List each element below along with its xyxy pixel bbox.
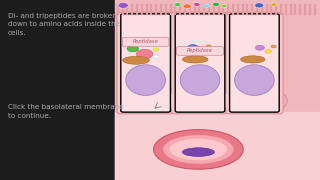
Bar bbox=[160, 4, 162, 15]
Bar bbox=[270, 4, 272, 15]
Ellipse shape bbox=[182, 56, 208, 63]
Bar bbox=[165, 4, 167, 15]
Circle shape bbox=[153, 48, 159, 51]
Bar bbox=[290, 4, 292, 15]
Bar bbox=[280, 4, 282, 15]
Bar bbox=[266, 4, 268, 15]
Circle shape bbox=[174, 3, 181, 6]
Bar bbox=[189, 4, 191, 15]
Ellipse shape bbox=[180, 65, 220, 95]
Bar bbox=[285, 4, 287, 15]
Bar bbox=[237, 4, 239, 15]
Bar bbox=[314, 4, 316, 15]
Ellipse shape bbox=[154, 130, 243, 169]
Bar bbox=[275, 4, 277, 15]
Bar bbox=[141, 4, 143, 15]
Circle shape bbox=[204, 4, 209, 7]
Bar bbox=[304, 4, 306, 15]
Bar bbox=[115, 112, 320, 180]
Bar bbox=[198, 4, 200, 15]
FancyBboxPatch shape bbox=[121, 14, 170, 112]
Bar bbox=[208, 4, 210, 15]
FancyBboxPatch shape bbox=[117, 12, 174, 114]
Text: Peptidase: Peptidase bbox=[133, 39, 158, 44]
FancyBboxPatch shape bbox=[122, 38, 169, 46]
Circle shape bbox=[212, 2, 220, 6]
Bar bbox=[170, 4, 172, 15]
Bar bbox=[256, 4, 258, 15]
Bar bbox=[131, 4, 133, 15]
Bar bbox=[218, 4, 220, 15]
Text: Di- and tripeptides are broken
down to amino acids inside the
cells.: Di- and tripeptides are broken down to a… bbox=[8, 13, 120, 36]
Ellipse shape bbox=[220, 94, 235, 107]
FancyBboxPatch shape bbox=[226, 12, 283, 114]
FancyBboxPatch shape bbox=[230, 14, 279, 112]
FancyBboxPatch shape bbox=[175, 14, 225, 112]
Circle shape bbox=[194, 3, 200, 6]
Ellipse shape bbox=[123, 56, 149, 64]
Circle shape bbox=[127, 45, 139, 52]
Circle shape bbox=[183, 4, 191, 9]
Bar bbox=[213, 4, 215, 15]
Bar bbox=[179, 4, 181, 15]
Ellipse shape bbox=[163, 135, 234, 164]
Text: Click the basolateral membrane
to continue.: Click the basolateral membrane to contin… bbox=[8, 104, 124, 119]
Bar bbox=[136, 4, 138, 15]
Bar bbox=[222, 4, 224, 15]
Bar bbox=[126, 4, 129, 15]
FancyBboxPatch shape bbox=[177, 47, 223, 55]
Circle shape bbox=[255, 45, 264, 50]
Ellipse shape bbox=[165, 94, 180, 107]
Bar bbox=[117, 4, 119, 15]
Ellipse shape bbox=[170, 139, 227, 160]
Circle shape bbox=[255, 3, 264, 8]
Bar bbox=[184, 4, 186, 15]
Bar bbox=[309, 4, 311, 15]
Ellipse shape bbox=[126, 65, 165, 95]
Bar bbox=[174, 4, 176, 15]
Circle shape bbox=[221, 4, 227, 8]
Bar bbox=[155, 4, 157, 15]
Circle shape bbox=[206, 45, 211, 48]
Bar bbox=[203, 4, 205, 15]
Circle shape bbox=[271, 45, 276, 48]
Circle shape bbox=[200, 48, 207, 52]
Circle shape bbox=[188, 45, 198, 51]
Bar bbox=[242, 4, 244, 15]
Bar bbox=[0, 0, 115, 180]
Bar bbox=[227, 4, 229, 15]
Bar bbox=[294, 4, 296, 15]
Ellipse shape bbox=[182, 148, 214, 156]
Bar bbox=[122, 4, 124, 15]
Circle shape bbox=[153, 55, 159, 58]
Bar bbox=[232, 4, 234, 15]
Circle shape bbox=[271, 3, 276, 6]
FancyBboxPatch shape bbox=[172, 12, 228, 114]
Bar bbox=[246, 4, 248, 15]
Bar bbox=[150, 4, 152, 15]
Bar bbox=[194, 4, 196, 15]
Ellipse shape bbox=[269, 93, 287, 109]
Circle shape bbox=[265, 50, 271, 53]
Ellipse shape bbox=[217, 92, 237, 110]
Ellipse shape bbox=[163, 92, 183, 110]
Ellipse shape bbox=[241, 56, 265, 63]
Bar bbox=[115, 0, 320, 180]
Bar bbox=[261, 4, 263, 15]
Circle shape bbox=[118, 3, 128, 8]
Bar bbox=[299, 4, 301, 15]
Bar bbox=[146, 4, 148, 15]
Ellipse shape bbox=[136, 49, 153, 59]
Text: Peptidase: Peptidase bbox=[187, 48, 213, 53]
Ellipse shape bbox=[235, 65, 274, 95]
Bar bbox=[251, 4, 253, 15]
